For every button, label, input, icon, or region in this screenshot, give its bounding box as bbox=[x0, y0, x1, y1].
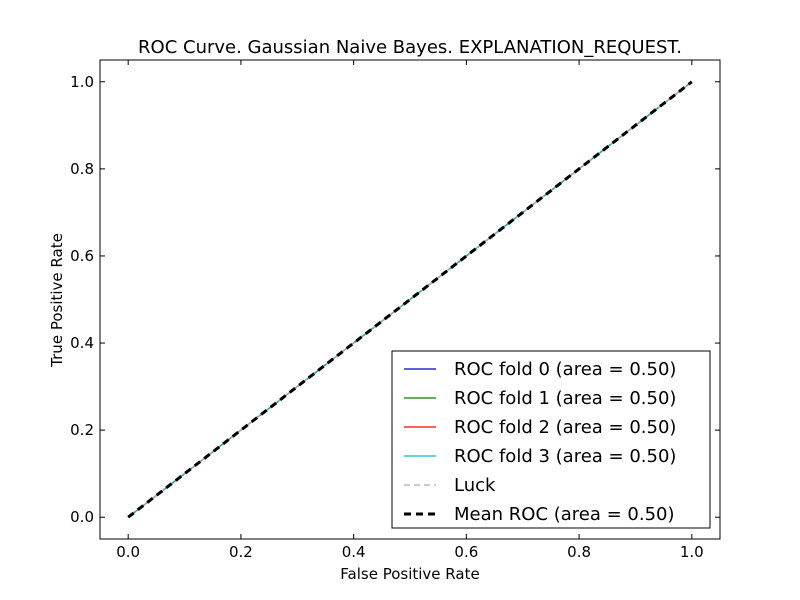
y-tick-label: 0.4 bbox=[70, 334, 94, 352]
x-tick-label: 1.0 bbox=[680, 543, 704, 561]
series-layer bbox=[127, 80, 693, 519]
plot-area: 0.0 0.2 0.4 0.6 0.8 1.0 0.0 0.2 0.4 0.6 0.8 1.0 bbox=[70, 59, 721, 561]
y-tick-label: 0.2 bbox=[70, 421, 94, 439]
legend-label-5: Mean ROC (area = 0.50) bbox=[454, 504, 675, 525]
chart-title: ROC Curve. Gaussian Naive Bayes. EXPLANA… bbox=[138, 37, 682, 58]
legend-label-2: ROC fold 2 (area = 0.50) bbox=[454, 417, 676, 438]
x-axis-label: False Positive Rate bbox=[340, 565, 479, 583]
y-tick-label: 0.6 bbox=[70, 247, 94, 265]
y-tick-label: 0.8 bbox=[70, 160, 94, 178]
y-tick-label: 0.0 bbox=[70, 508, 94, 526]
legend-label-3: ROC fold 3 (area = 0.50) bbox=[454, 446, 676, 467]
x-tick-label: 0.0 bbox=[116, 543, 140, 561]
y-axis-label: True Positive Rate bbox=[48, 233, 66, 368]
y-tick-label: 1.0 bbox=[70, 73, 94, 91]
x-tick-label: 0.6 bbox=[454, 543, 478, 561]
legend: ROC fold 0 (area = 0.50) ROC fold 1 (area… bbox=[391, 350, 711, 529]
series-line-5 bbox=[127, 80, 693, 519]
axes-frame bbox=[99, 59, 721, 540]
legend-box bbox=[391, 350, 711, 529]
legend-label-1: ROC fold 1 (area = 0.50) bbox=[454, 388, 676, 409]
x-tick-label: 0.4 bbox=[342, 543, 366, 561]
tick-layer: 0.0 0.2 0.4 0.6 0.8 1.0 0.0 0.2 0.4 0.6 0.8 1.0 bbox=[70, 60, 720, 561]
x-tick-label: 0.2 bbox=[229, 543, 253, 561]
legend-label-4: Luck bbox=[454, 475, 496, 496]
x-tick-label: 0.8 bbox=[567, 543, 591, 561]
legend-label-0: ROC fold 0 (area = 0.50) bbox=[454, 359, 676, 380]
